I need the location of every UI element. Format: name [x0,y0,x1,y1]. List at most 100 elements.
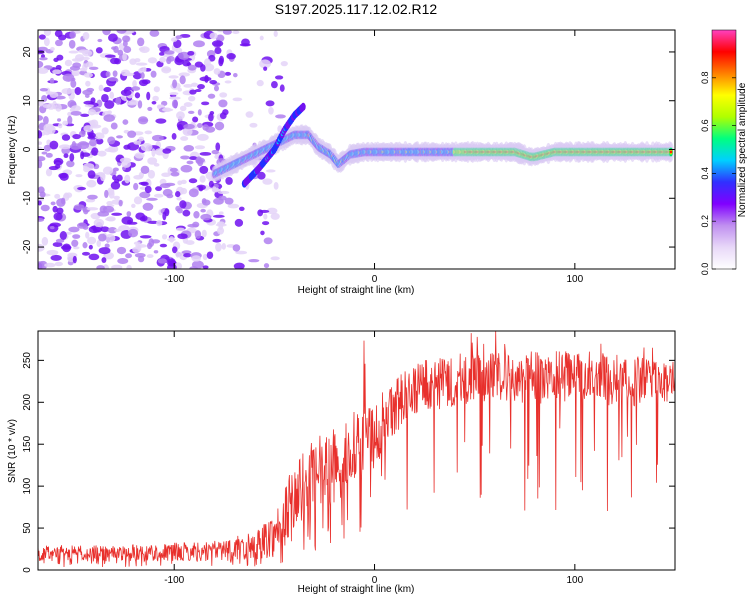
spectrogram-noise-blob [162,148,172,154]
spectrogram-noise-blob [168,75,179,79]
spectrogram-noise-blob [115,97,122,105]
spectrogram-noise-blob [215,242,222,252]
spectrogram-noise-blob [125,253,132,259]
spectrogram-noise-blob [88,66,99,70]
snr-x-tick-label: 100 [566,575,583,586]
spectrogram-noise-blob [193,211,200,219]
spectrogram-noise-blob [70,110,82,116]
spectrogram-noise-blob [189,89,197,95]
spectrogram-noise-blob [113,45,119,54]
spectrogram-noise-blob [147,157,158,165]
spectrogram-noise-blob [123,72,135,77]
spectrogram-noise-blob [72,133,81,140]
spectrogram-noise-blob [98,84,104,92]
spectrogram-noise-blob [49,77,55,84]
spectrogram-noise-blob [211,149,219,155]
spectrogram-noise-blob [110,122,118,130]
spectrogram-noise-blob [127,219,132,225]
spectrogram-noise-blob [225,177,233,185]
spectrogram-noise-blob [70,105,81,112]
snr-panel: -100 0 100 0 50 100 150 200 250 Height of straig… [7,330,676,595]
spectrogram-noise-blob [161,234,168,240]
spectrogram-noise-blob [45,168,53,177]
spectrogram-noise-blob [131,86,141,91]
spectrogram-noise-blob [151,148,156,157]
spectrogram-noise-blob [153,250,159,254]
spectrogram-noise-blob [200,208,206,213]
spectrogram-noise-blob [92,226,103,233]
spectrogram-noise-blob [102,166,114,175]
spectrogram-noise-blob [265,100,275,107]
spectrogram-noise-blob [221,243,227,250]
spectrogram-noise-blob [104,243,110,249]
spectrogram-noise-blob [38,60,44,68]
spectrogram-noise-blob [86,179,97,188]
spectrogram-noise-blob [218,99,228,108]
spectrogram-noise-blob [218,55,225,65]
spectrogram-noise-blob [249,122,258,128]
spectrogram-noise-blob [117,49,124,56]
spectrogram-noise-blob [49,140,59,150]
spectrogram-noise-blob [68,50,79,54]
spectrogram-noise-blob [38,141,42,145]
spectrogram-noise-blob [214,47,222,55]
spectrogram-noise-blob [141,215,148,222]
spectrogram-noise-blob [50,47,55,51]
spectrogram-noise-blob [199,151,212,156]
spectrogram-noise-blob [232,244,241,252]
spectrogram-noise-blob [157,258,167,264]
spectrogram-noise-blob [70,143,82,150]
spectrogram-noise-blob [118,199,123,207]
spectrogram-noise-blob [56,198,66,207]
spectrogram-noise-blob [185,240,195,245]
spectrogram-noise-blob [107,226,117,234]
spectrogram-noise-blob [187,110,195,115]
spectrogram-noise-blob [265,169,276,173]
spectrogram-noise-blob [137,116,149,125]
spectrogram-noise-blob [263,263,270,269]
colorbar-tick-label: 0.0 [700,263,710,276]
spectrogram-noise-blob [42,115,49,125]
spectrogram-noise-blob [94,132,105,140]
spectrogram-noise-blob [175,191,181,198]
spectrogram-noise-blob [224,71,232,76]
spectrogram-noise-blob [222,30,232,35]
spectrogram-noise-blob [96,265,105,269]
spectrogram-noise-blob [169,96,181,100]
spectrogram-noise-blob [203,58,211,67]
spectrogram-noise-blob [87,236,97,245]
spectrogram-noise-blob [38,115,44,121]
snr-y-tick-label: 50 [22,522,33,534]
spectrogram-noise-blob [57,123,63,129]
spectrogram-noise-blob [58,144,71,150]
spectrogram-noise-blob [159,183,171,189]
spectrogram-noise-blob [156,219,163,227]
spectrogram-noise-blob [212,214,225,218]
spectrogram-noise-blob [133,196,143,205]
spectrogram-noise-blob [95,47,103,54]
spectrogram-noise-blob [186,160,194,165]
spectrogram-noise-blob [187,64,197,71]
spectrogram-noise-blob [263,66,268,71]
spectrogram-noise-blob [176,111,185,120]
spectrogram-noise-blob [43,30,52,37]
spectrogram-noise-blob [50,226,55,230]
spectrogram-noise-blob [38,100,44,107]
spectrogram-noise-blob [44,262,56,268]
snr-frame [37,330,676,571]
spectrogram-noise-blob [194,230,202,239]
spectrogram-noise-blob [96,240,102,248]
spectrogram-noise-blob [208,180,214,188]
spectrogram-noise-blob [108,33,118,42]
spectrogram-noise-blob [38,200,42,206]
spectrogram-noise-blob [85,231,90,239]
spectrogram-noise-blob [126,264,132,269]
spectrogram-noise-blob [75,174,83,178]
spectrogram-noise-blob [153,86,160,93]
spectrogram-noise-blob [55,103,62,112]
spectrogram-noise-blob [180,179,187,185]
spectrogram-noise-blob [78,49,90,54]
spectrogram-noise-blob [102,205,115,213]
